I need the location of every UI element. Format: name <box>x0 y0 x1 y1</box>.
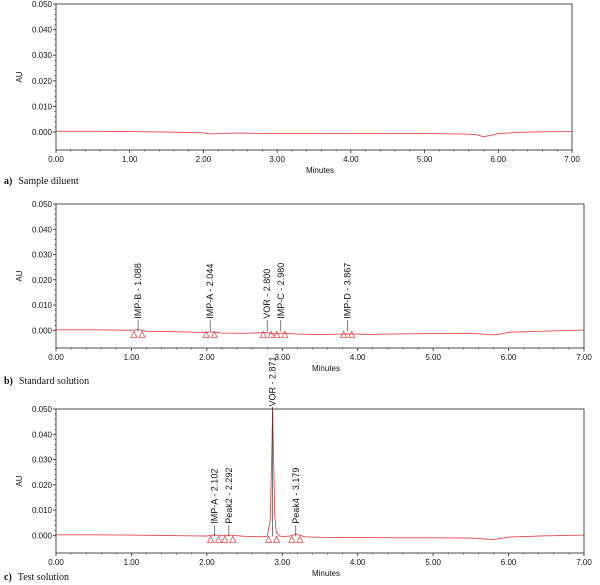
y-tick-label: 0.010 <box>32 301 53 310</box>
x-tick-label: 5.00 <box>425 558 441 567</box>
y-axis-label: AU <box>15 71 24 82</box>
y-tick-label: 0.050 <box>32 0 53 9</box>
peak-label: Peak2 - 2.292 <box>224 468 234 524</box>
y-tick-label: 0.040 <box>32 430 53 439</box>
series-line <box>56 407 585 541</box>
peak-label: IMP-B - 1.088 <box>133 263 143 319</box>
peak-marker <box>267 330 275 338</box>
panel-caption: c) Test solution <box>4 572 69 583</box>
peak-marker <box>206 535 215 543</box>
peak-marker <box>348 330 356 338</box>
x-tick-label: 1.00 <box>124 558 140 567</box>
y-tick-label: 0.010 <box>32 102 53 111</box>
chart-panel-3: 0.000 0.010 0.020 0.030 0.040 0.050 0.00 1.00 2.… <box>4 356 592 583</box>
chart-panel-1: 0.000 0.010 0.020 0.030 0.040 0.050 0.00 1.00 2.… <box>4 0 580 187</box>
y-tick-label: 0.030 <box>32 456 53 465</box>
x-tick-label: 7.00 <box>564 155 580 164</box>
peak-marker <box>214 535 223 543</box>
panel-caption-letter: c) <box>4 572 12 583</box>
panel-caption-text: Sample diluent <box>18 176 78 187</box>
peak-marker <box>210 330 218 338</box>
x-tick-label: 7.00 <box>576 558 592 567</box>
y-tick-label: 0.050 <box>32 200 53 209</box>
x-tick-label: 4.00 <box>350 353 366 362</box>
peak-label: VOR - 2.800 <box>262 269 272 319</box>
series-line <box>56 329 585 336</box>
peak-marker <box>340 330 348 338</box>
x-tick-label: 5.00 <box>417 155 433 164</box>
peak-marker <box>272 535 281 543</box>
plot-frame <box>55 408 585 554</box>
panel-caption: a) Sample diluent <box>4 176 79 187</box>
y-tick-label: 0.040 <box>32 225 53 234</box>
panel-caption: b) Standard solution <box>4 376 89 387</box>
x-tick-label: 1.00 <box>124 353 140 362</box>
peak-label: VOR - 2.871 <box>268 356 278 406</box>
x-tick-label: 0.00 <box>48 353 64 362</box>
panel-caption-text: Test solution <box>18 572 69 583</box>
peak-marker <box>229 535 237 543</box>
plot-frame <box>55 3 573 151</box>
x-axis-label: Minutes <box>312 569 340 578</box>
x-tick-label: 3.00 <box>269 155 285 164</box>
y-tick-label: 0.030 <box>32 51 53 60</box>
y-tick-label: 0.000 <box>32 326 53 335</box>
peak-label: IMP-A - 2.044 <box>205 264 215 319</box>
peak-label: IMP-D - 3.867 <box>343 263 353 319</box>
x-tick-label: 5.00 <box>425 353 441 362</box>
peak-marker <box>296 535 304 543</box>
y-tick-label: 0.050 <box>32 405 53 414</box>
peak-marker <box>202 330 210 338</box>
y-tick-label: 0.020 <box>32 276 53 285</box>
y-tick-label: 0.000 <box>32 531 53 540</box>
x-tick-label: 4.00 <box>350 558 366 567</box>
x-tick-label: 6.00 <box>501 353 517 362</box>
y-tick-label: 0.000 <box>32 128 53 137</box>
peak-marker <box>130 330 138 338</box>
y-axis-label: AU <box>15 475 24 486</box>
series-line <box>56 130 573 138</box>
x-axis-label: Minutes <box>312 364 340 373</box>
chart-panel-2: 0.000 0.010 0.020 0.030 0.040 0.050 0.00 1.00 2.… <box>4 200 592 387</box>
peak-label: Peak4 - 3.179 <box>291 468 301 524</box>
plot-frame <box>55 203 585 349</box>
peak-marker <box>221 535 229 543</box>
x-tick-label: 6.00 <box>490 155 506 164</box>
x-tick-label: 2.00 <box>199 353 215 362</box>
x-tick-label: 3.00 <box>274 558 290 567</box>
panel-caption-text: Standard solution <box>19 376 89 387</box>
peak-label: IMP-C - 2.980 <box>276 263 286 319</box>
x-tick-label: 1.00 <box>122 155 138 164</box>
y-axis-label: AU <box>15 270 24 281</box>
y-tick-label: 0.010 <box>32 506 53 515</box>
panel-caption-letter: b) <box>4 376 13 387</box>
peak-marker <box>288 535 296 543</box>
panel-caption-letter: a) <box>4 176 12 187</box>
x-tick-label: 6.00 <box>501 558 517 567</box>
peak-marker <box>281 330 289 338</box>
peak-marker <box>273 330 281 338</box>
peak-label: IMP-A - 2.102 <box>210 469 220 524</box>
y-tick-label: 0.020 <box>32 77 53 86</box>
x-tick-label: 0.00 <box>48 155 64 164</box>
y-tick-label: 0.030 <box>32 251 53 260</box>
peak-marker <box>264 535 273 543</box>
x-tick-label: 3.00 <box>274 353 290 362</box>
peak-marker <box>138 330 146 338</box>
x-tick-label: 7.00 <box>576 353 592 362</box>
y-tick-label: 0.020 <box>32 481 53 490</box>
x-tick-label: 2.00 <box>199 558 215 567</box>
y-tick-label: 0.040 <box>32 26 53 35</box>
x-tick-label: 2.00 <box>196 155 212 164</box>
peak-marker <box>259 330 267 338</box>
x-tick-label: 0.00 <box>48 558 64 567</box>
x-axis-label: Minutes <box>306 166 334 175</box>
x-tick-label: 4.00 <box>343 155 359 164</box>
